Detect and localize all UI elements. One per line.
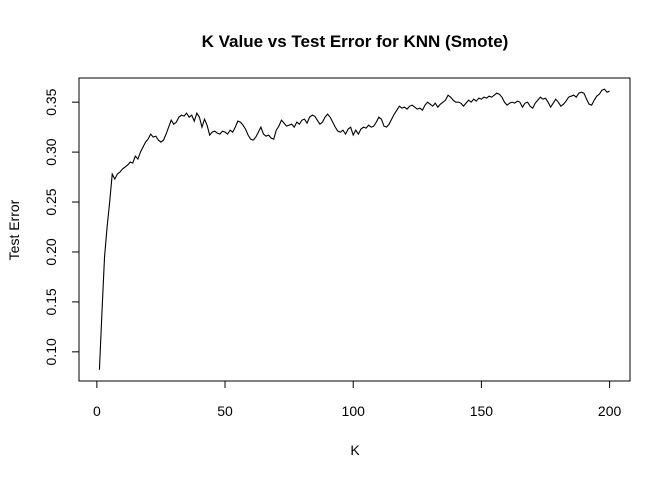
x-tick-label: 0 bbox=[93, 403, 101, 419]
y-tick-label: 0.10 bbox=[43, 338, 59, 365]
x-axis-label: K bbox=[350, 442, 360, 458]
data-line bbox=[98, 88, 610, 370]
y-tick-label: 0.30 bbox=[43, 138, 59, 165]
chart-title: K Value vs Test Error for KNN (Smote) bbox=[202, 32, 509, 51]
y-tick-label: 0.20 bbox=[43, 238, 59, 265]
x-tick-label: 150 bbox=[470, 403, 494, 419]
x-tick-label: 100 bbox=[342, 403, 366, 419]
y-tick-label: 0.35 bbox=[43, 88, 59, 115]
x-tick-label: 200 bbox=[598, 403, 622, 419]
y-tick-label: 0.25 bbox=[43, 188, 59, 215]
x-tick-label: 50 bbox=[217, 403, 233, 419]
y-axis-label: Test Error bbox=[6, 199, 22, 260]
y-tick-label: 0.15 bbox=[43, 288, 59, 315]
